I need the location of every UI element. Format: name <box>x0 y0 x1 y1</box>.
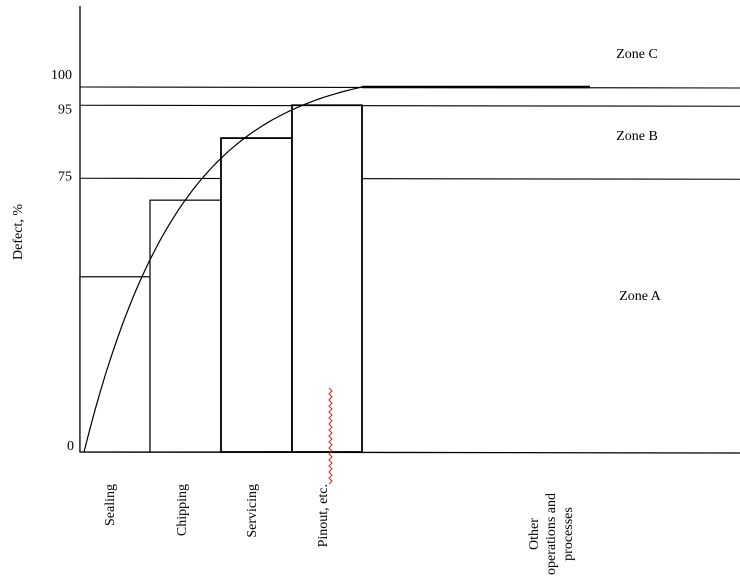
y-tick-labels: 0 75 95 100 <box>51 68 74 454</box>
bar-servicing <box>220 137 293 453</box>
category-label-line: Chipping <box>175 484 190 536</box>
category-label-2: Servicing <box>245 484 260 538</box>
y-tick-100: 100 <box>51 68 72 83</box>
category-label-1: Chipping <box>175 484 190 536</box>
category-label-line: processes <box>561 507 576 561</box>
category-labels: Sealing Chipping Servicing Pinout, etc. Othe… <box>103 387 576 575</box>
category-label-4: Other operations and processes <box>527 493 576 575</box>
y-tick-0: 0 <box>67 439 74 454</box>
category-label-3: Pinout, etc. <box>316 484 331 547</box>
category-label-line: Servicing <box>245 484 260 538</box>
y-tick-95: 95 <box>58 102 72 117</box>
spellcheck-squiggle <box>328 387 333 485</box>
y-axis-label: Defect, % <box>11 204 26 260</box>
zone-labels: Zone A Zone B Zone C <box>616 47 661 304</box>
zone-boundary-95 <box>79 104 740 107</box>
y-tick-75: 75 <box>58 169 72 184</box>
category-label-0: Sealing <box>103 484 118 526</box>
cumulative-curve-group <box>83 86 363 453</box>
bars <box>79 85 590 453</box>
category-label-line: Sealing <box>103 484 118 526</box>
zone-label-a: Zone A <box>619 289 661 304</box>
zone-boundary-75 <box>79 177 740 180</box>
category-label-line: operations and <box>544 493 559 575</box>
bar-pinout-etc <box>291 104 363 453</box>
category-label-line: Pinout, etc. <box>316 484 331 547</box>
zone-label-b: Zone B <box>616 129 658 144</box>
bar-chipping <box>149 199 222 453</box>
category-label-line: Other <box>527 518 542 550</box>
zone-label-c: Zone C <box>616 47 658 62</box>
cumulative-curve <box>83 86 363 453</box>
